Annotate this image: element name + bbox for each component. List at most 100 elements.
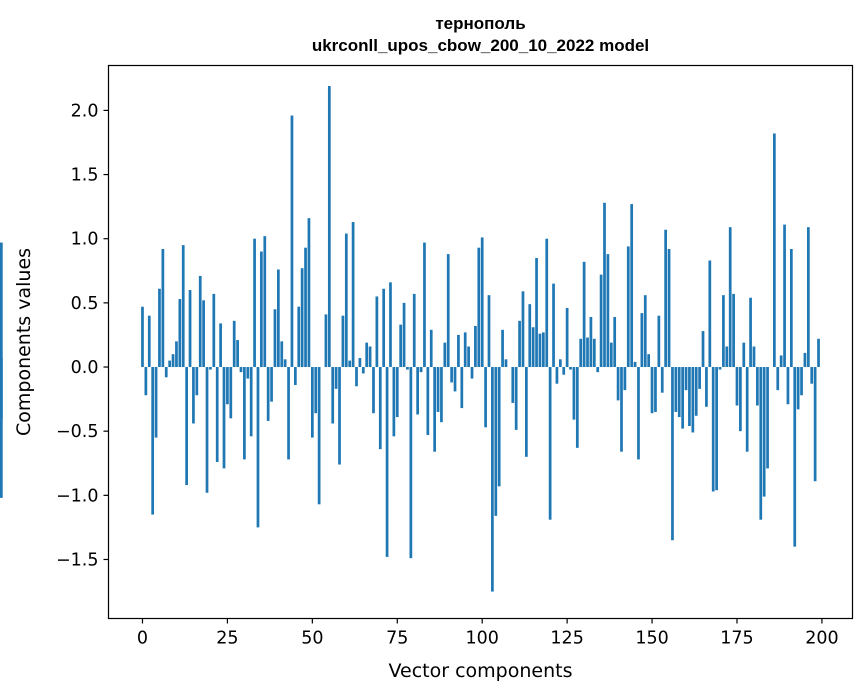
bar-112 — [521, 291, 525, 368]
bar-107 — [504, 359, 508, 368]
bar-190 — [786, 367, 790, 405]
bar-41 — [280, 341, 284, 368]
bar-194 — [800, 367, 803, 396]
bar-8 — [168, 360, 172, 368]
bar-48 — [304, 247, 307, 368]
bar-114 — [528, 304, 532, 368]
bar-60 — [344, 233, 348, 368]
bar-90 — [446, 254, 450, 368]
bar-138 — [609, 342, 613, 368]
bar-15 — [192, 367, 195, 424]
bar-23 — [219, 323, 222, 368]
bar-139 — [613, 316, 617, 368]
bar-119 — [545, 238, 549, 368]
bar-121 — [552, 283, 555, 368]
bar-58 — [338, 367, 341, 465]
bar-40 — [277, 269, 280, 368]
bar-13 — [185, 367, 188, 486]
bar-67 — [368, 346, 372, 368]
plot-area-frame — [107, 64, 854, 620]
bar-10 — [175, 341, 178, 368]
bar-174 — [732, 293, 735, 368]
bar-96 — [467, 346, 470, 368]
bar-127 — [572, 367, 576, 420]
bar-182 — [759, 367, 763, 520]
bar-134 — [596, 367, 600, 373]
bar-38 — [270, 367, 273, 402]
y-tick-label: −0.5 — [56, 422, 99, 442]
bar-145 — [633, 361, 637, 368]
bar-91 — [450, 367, 453, 383]
bar-49 — [307, 218, 311, 368]
bar-92 — [453, 367, 457, 392]
bar-30 — [243, 367, 246, 460]
bar-101 — [484, 367, 487, 428]
bar-84 — [426, 367, 430, 436]
bar-2 — [147, 315, 151, 368]
bar-150 — [650, 367, 654, 414]
bar-179 — [749, 297, 752, 368]
bar-66 — [365, 342, 369, 368]
bar-100 — [480, 237, 484, 368]
bar-172 — [725, 346, 729, 368]
y-tick-label: 0.0 — [71, 358, 99, 378]
bar-86 — [433, 367, 436, 452]
bar-21 — [212, 293, 216, 368]
bar-158 — [677, 367, 681, 418]
bar-77 — [402, 302, 406, 368]
bar-54 — [324, 314, 328, 368]
bar-98 — [474, 325, 477, 368]
bar-36 — [263, 236, 267, 368]
bar-195 — [803, 352, 807, 368]
bar-44 — [290, 115, 294, 368]
bar-17 — [198, 275, 202, 368]
bar-122 — [555, 367, 559, 384]
bar-197 — [810, 367, 814, 384]
bar-6 — [161, 248, 165, 368]
bar-137 — [606, 254, 610, 368]
bar-148 — [643, 295, 647, 368]
y-tick-label: −1.5 — [56, 550, 99, 570]
bar-187 — [776, 367, 780, 391]
bar-1 — [144, 367, 148, 396]
bar-165 — [701, 331, 705, 368]
bar-155 — [667, 248, 671, 368]
bar-159 — [681, 367, 684, 429]
bar-89 — [443, 342, 447, 368]
bar-171 — [722, 295, 725, 368]
bar-157 — [674, 367, 678, 412]
bar-35 — [260, 251, 263, 368]
bar-160 — [684, 367, 688, 391]
bar-164 — [698, 367, 701, 389]
bar-132 — [589, 316, 593, 368]
bar-169 — [715, 367, 718, 491]
bar-130 — [582, 261, 586, 368]
bar-120 — [548, 367, 552, 520]
x-tick-label: 125 — [550, 629, 583, 649]
bar-85 — [429, 329, 433, 368]
bar-93 — [457, 334, 460, 368]
bar-43 — [287, 367, 290, 460]
bar-104 — [494, 367, 498, 516]
bar-116 — [535, 257, 538, 368]
bar-16 — [195, 367, 199, 396]
bar-18 — [202, 300, 205, 368]
bar-102 — [487, 295, 491, 368]
bar-64 — [358, 358, 362, 368]
chart-title-line2: ukrconll_upos_cbow_200_10_2022 model — [312, 36, 649, 55]
bar-undefined — [0, 242, 3, 368]
bar-88 — [440, 367, 443, 423]
bar-57 — [334, 367, 338, 389]
bar-42 — [283, 359, 287, 368]
bar-33 — [253, 238, 256, 368]
bar-189 — [783, 224, 786, 368]
bar-63 — [355, 367, 358, 387]
x-tick-label: 50 — [301, 629, 323, 649]
bar-183 — [762, 367, 766, 497]
bar-26 — [229, 367, 233, 419]
bar-123 — [558, 359, 562, 368]
bar-186 — [773, 133, 776, 368]
bar-99 — [477, 247, 481, 368]
bar-0 — [141, 306, 144, 368]
bar-144 — [630, 204, 634, 368]
